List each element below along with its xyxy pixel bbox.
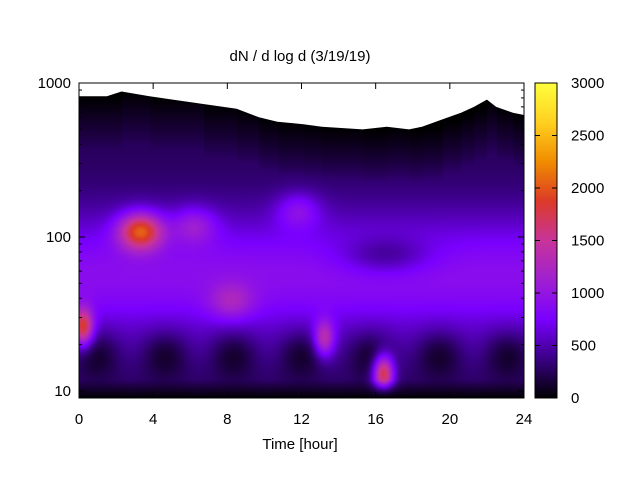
x-tick-label: 0 <box>75 411 83 428</box>
x-axis: 0 4 8 12 16 20 24 <box>75 83 533 428</box>
colorbar-tick-label: 1000 <box>571 285 604 302</box>
y-tick-label: 10 <box>54 383 71 400</box>
colorbar-tick-label: 3000 <box>571 75 604 92</box>
y-tick-label: 1000 <box>38 75 71 92</box>
x-tick-label: 4 <box>149 411 157 428</box>
x-tick-label: 8 <box>223 411 231 428</box>
colorbar-axis: 0 500 1000 1500 2000 2500 3000 <box>535 75 604 407</box>
colorbar-tick-label: 2500 <box>571 128 604 145</box>
no-data-region <box>79 83 524 130</box>
heatmap-canvas <box>79 83 524 398</box>
colorbar-tick-label: 2000 <box>571 180 604 197</box>
x-tick-label: 12 <box>293 411 310 428</box>
x-tick-label: 20 <box>441 411 458 428</box>
x-tick-label: 16 <box>367 411 384 428</box>
x-tick-label: 24 <box>516 411 533 428</box>
colorbar-tick-label: 500 <box>571 338 596 355</box>
x-axis-label: Time [hour] <box>262 436 337 453</box>
colorbar-tick-label: 1500 <box>571 233 604 250</box>
chart-title: dN / d log d (3/19/19) <box>230 48 371 65</box>
y-tick-label: 100 <box>46 229 71 246</box>
heatmap-area <box>79 83 524 398</box>
y-axis: 10 100 1000 <box>38 75 524 400</box>
colorbar-tick-label: 0 <box>571 390 579 407</box>
